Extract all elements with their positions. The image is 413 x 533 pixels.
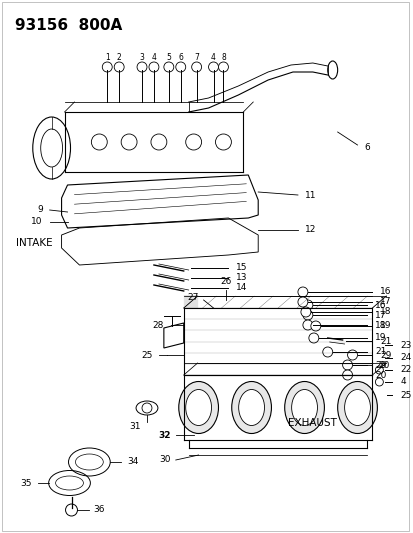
Ellipse shape — [344, 390, 370, 425]
Circle shape — [302, 310, 312, 320]
Circle shape — [297, 297, 307, 307]
Circle shape — [297, 287, 307, 297]
Text: 1: 1 — [104, 53, 109, 62]
Circle shape — [300, 307, 310, 317]
Text: 35: 35 — [20, 479, 32, 488]
Circle shape — [102, 62, 112, 72]
Circle shape — [191, 62, 201, 72]
Text: 4: 4 — [211, 53, 216, 62]
Text: 6: 6 — [178, 53, 183, 62]
Text: 24: 24 — [399, 353, 411, 362]
Text: 11: 11 — [304, 190, 316, 199]
Circle shape — [375, 378, 382, 386]
Circle shape — [308, 333, 318, 343]
Text: 20: 20 — [377, 360, 389, 369]
Ellipse shape — [284, 382, 324, 433]
Text: 25: 25 — [399, 391, 411, 400]
Circle shape — [375, 366, 382, 374]
Text: 29: 29 — [375, 360, 386, 369]
Text: 93156  800A: 93156 800A — [15, 18, 122, 33]
Circle shape — [302, 300, 312, 310]
Text: 22: 22 — [399, 366, 411, 375]
Ellipse shape — [231, 382, 271, 433]
Text: 27: 27 — [187, 293, 198, 302]
Circle shape — [137, 62, 147, 72]
Circle shape — [322, 347, 332, 357]
Text: 18: 18 — [375, 320, 386, 329]
Text: 7: 7 — [194, 53, 199, 62]
Circle shape — [342, 360, 352, 370]
Ellipse shape — [178, 382, 218, 433]
Text: 32: 32 — [158, 431, 171, 440]
Text: 2: 2 — [116, 53, 121, 62]
Text: 25: 25 — [141, 351, 152, 359]
Text: 4: 4 — [399, 377, 405, 386]
Text: 16: 16 — [375, 301, 386, 310]
Text: 4: 4 — [151, 53, 156, 62]
Text: 13: 13 — [236, 273, 247, 282]
Text: INTAKE: INTAKE — [17, 238, 53, 247]
Circle shape — [342, 370, 352, 380]
Ellipse shape — [291, 390, 317, 425]
Circle shape — [164, 62, 173, 72]
Text: 26: 26 — [220, 277, 232, 286]
Ellipse shape — [337, 382, 377, 433]
Circle shape — [208, 62, 218, 72]
Text: 30: 30 — [159, 456, 171, 464]
Text: 8: 8 — [221, 53, 225, 62]
Text: 6: 6 — [363, 142, 369, 151]
Ellipse shape — [185, 390, 211, 425]
Text: 34: 34 — [127, 457, 138, 466]
Circle shape — [310, 321, 320, 331]
Circle shape — [176, 62, 185, 72]
Text: 20: 20 — [375, 370, 386, 379]
Circle shape — [151, 134, 166, 150]
Circle shape — [142, 403, 152, 413]
Text: 17: 17 — [380, 297, 391, 306]
Text: 17: 17 — [375, 311, 386, 319]
Text: 23: 23 — [399, 341, 411, 350]
Text: 19: 19 — [380, 321, 391, 330]
Circle shape — [91, 134, 107, 150]
Circle shape — [215, 134, 231, 150]
Circle shape — [65, 504, 77, 516]
Circle shape — [114, 62, 124, 72]
Ellipse shape — [238, 390, 264, 425]
Circle shape — [149, 62, 159, 72]
Circle shape — [121, 134, 137, 150]
Circle shape — [218, 62, 228, 72]
Circle shape — [347, 350, 357, 360]
Text: 21: 21 — [380, 336, 391, 345]
Text: 36: 36 — [93, 505, 104, 514]
Circle shape — [185, 134, 201, 150]
Text: 19: 19 — [375, 334, 386, 343]
Text: 15: 15 — [236, 263, 247, 272]
Text: 31: 31 — [129, 422, 141, 431]
Text: 10: 10 — [31, 217, 43, 227]
Text: 16: 16 — [380, 287, 391, 296]
Text: 21: 21 — [375, 348, 386, 357]
Text: EXHAUST: EXHAUST — [287, 418, 336, 427]
Text: 9: 9 — [37, 206, 43, 214]
Text: 29: 29 — [380, 351, 391, 359]
Text: 18: 18 — [380, 308, 391, 317]
Text: 12: 12 — [304, 225, 316, 235]
Text: 14: 14 — [236, 284, 247, 293]
Text: 5: 5 — [166, 53, 171, 62]
Circle shape — [302, 320, 312, 330]
Text: 3: 3 — [139, 53, 144, 62]
Text: 28: 28 — [152, 320, 164, 329]
